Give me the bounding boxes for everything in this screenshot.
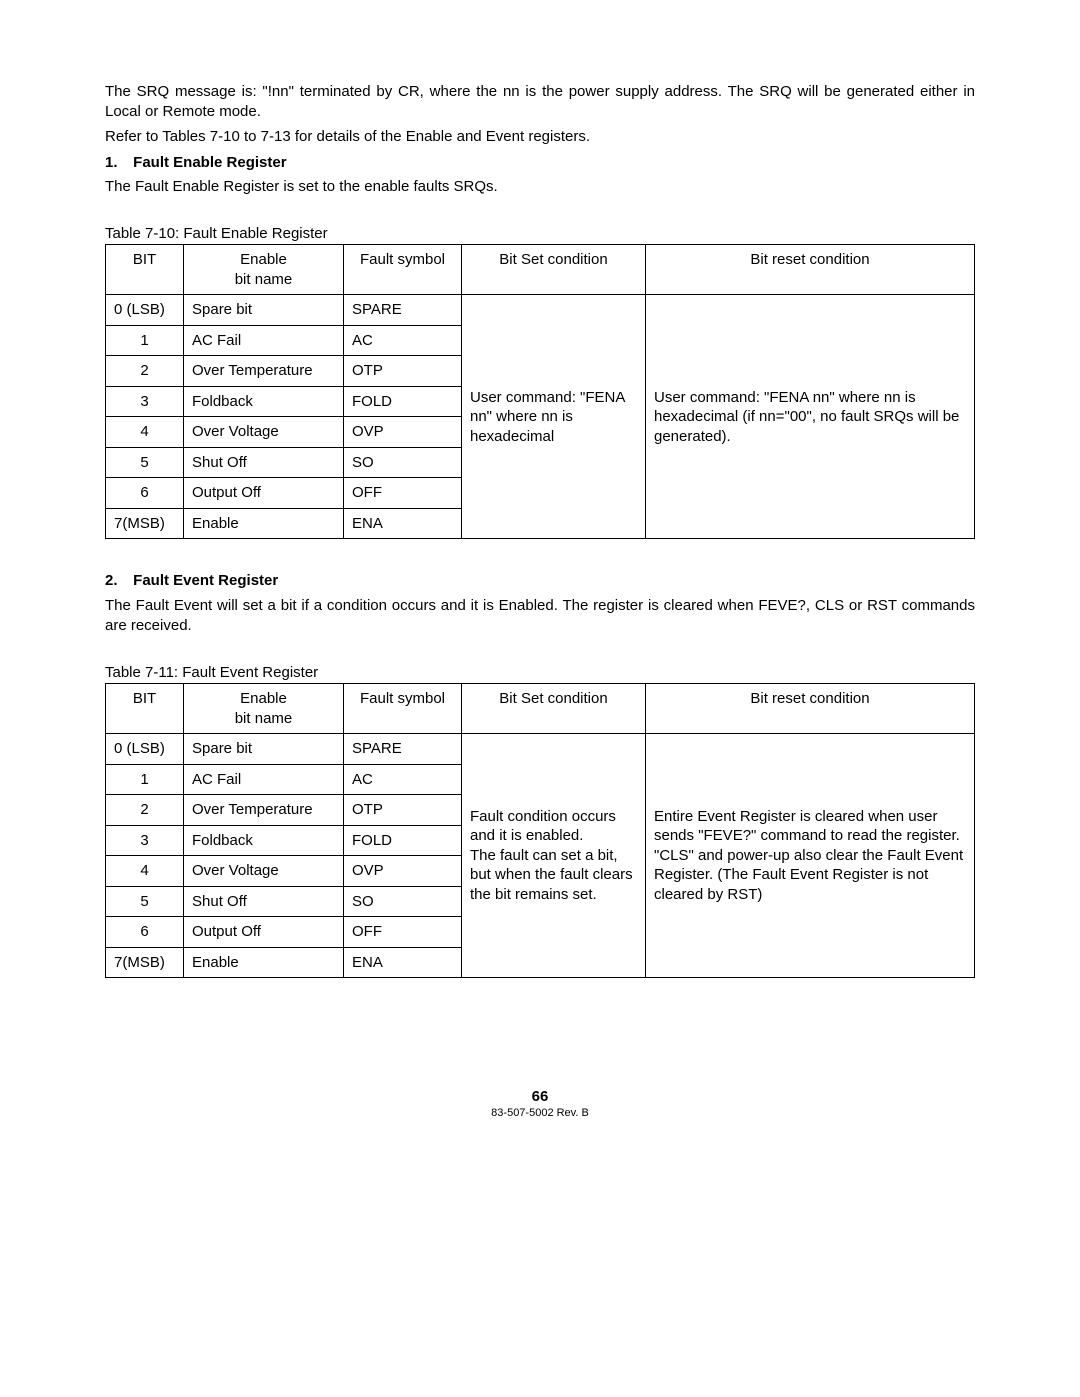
cell-name: Spare bit <box>184 295 344 326</box>
sec2-title: Fault Event Register <box>133 572 278 589</box>
table-row: 0 (LSB) Spare bit SPARE Fault condition … <box>106 734 975 765</box>
cell-bit: 3 <box>106 825 184 856</box>
sec2-desc: The Fault Event will set a bit if a cond… <box>105 596 975 637</box>
page-content: The SRQ message is: "!nn" terminated by … <box>0 0 1080 1159</box>
cell-sym: AC <box>344 325 462 356</box>
cell-name: Over Temperature <box>184 356 344 387</box>
cell-name: Over Voltage <box>184 417 344 448</box>
cell-bit: 3 <box>106 386 184 417</box>
cell-bit: 5 <box>106 447 184 478</box>
cell-sym: ENA <box>344 508 462 539</box>
hdr-bit: BIT <box>106 684 184 734</box>
table-row: 0 (LSB) Spare bit SPARE User command: "F… <box>106 295 975 326</box>
cell-bit: 6 <box>106 478 184 509</box>
cell-name: Enable <box>184 508 344 539</box>
hdr-set: Bit Set condition <box>462 684 646 734</box>
section1-heading: 1. Fault Enable Register <box>105 153 975 173</box>
cell-sym: ENA <box>344 947 462 978</box>
hdr-sym: Fault symbol <box>344 684 462 734</box>
section2-heading: 2. Fault Event Register <box>105 571 975 591</box>
cell-sym: SPARE <box>344 295 462 326</box>
cell-name: Over Temperature <box>184 795 344 826</box>
cell-sym: OTP <box>344 356 462 387</box>
cell-bit: 4 <box>106 417 184 448</box>
cell-sym: OVP <box>344 417 462 448</box>
hdr-name-l1: Enable <box>240 690 287 707</box>
intro-p1: The SRQ message is: "!nn" terminated by … <box>105 82 975 123</box>
cell-name: Shut Off <box>184 447 344 478</box>
cell-name: Output Off <box>184 917 344 948</box>
cell-set-merged: Fault condition occurs and it is enabled… <box>462 734 646 978</box>
cell-set-merged: User command: "FENA nn" where nn is hexa… <box>462 295 646 539</box>
sec1-num: 1. <box>105 153 129 173</box>
cell-sym: FOLD <box>344 825 462 856</box>
cell-reset-merged: Entire Event Register is cleared when us… <box>646 734 975 978</box>
cell-bit: 2 <box>106 795 184 826</box>
cell-reset-merged: User command: "FENA nn" where nn is hexa… <box>646 295 975 539</box>
cell-bit: 0 (LSB) <box>106 295 184 326</box>
hdr-bit: BIT <box>106 245 184 295</box>
cell-bit: 0 (LSB) <box>106 734 184 765</box>
cell-bit: 1 <box>106 325 184 356</box>
cell-sym: SPARE <box>344 734 462 765</box>
hdr-name-l1: Enable <box>240 251 287 268</box>
table-header-row: BIT Enable bit name Fault symbol Bit Set… <box>106 684 975 734</box>
hdr-name-l2: bit name <box>235 710 293 727</box>
cell-name: Over Voltage <box>184 856 344 887</box>
cell-bit: 6 <box>106 917 184 948</box>
cell-sym: SO <box>344 447 462 478</box>
cell-bit: 5 <box>106 886 184 917</box>
hdr-set: Bit Set condition <box>462 245 646 295</box>
table-header-row: BIT Enable bit name Fault symbol Bit Set… <box>106 245 975 295</box>
page-footer: 66 83-507-5002 Rev. B <box>105 1088 975 1119</box>
cell-bit: 7(MSB) <box>106 947 184 978</box>
table-fault-event: BIT Enable bit name Fault symbol Bit Set… <box>105 683 975 978</box>
cell-name: Shut Off <box>184 886 344 917</box>
cell-bit: 1 <box>106 764 184 795</box>
doc-rev: 83-507-5002 Rev. B <box>105 1107 975 1119</box>
cell-name: Output Off <box>184 478 344 509</box>
cell-name: Spare bit <box>184 734 344 765</box>
hdr-name-l2: bit name <box>235 271 293 288</box>
sec1-title: Fault Enable Register <box>133 154 286 171</box>
sec2-num: 2. <box>105 571 129 591</box>
cell-sym: OVP <box>344 856 462 887</box>
cell-sym: OTP <box>344 795 462 826</box>
cell-sym: SO <box>344 886 462 917</box>
cell-name: Foldback <box>184 825 344 856</box>
table2-caption: Table 7-11: Fault Event Register <box>105 664 975 681</box>
cell-sym: AC <box>344 764 462 795</box>
cell-sym: OFF <box>344 478 462 509</box>
hdr-name: Enable bit name <box>184 684 344 734</box>
cell-name: AC Fail <box>184 764 344 795</box>
hdr-name: Enable bit name <box>184 245 344 295</box>
hdr-sym: Fault symbol <box>344 245 462 295</box>
cell-sym: OFF <box>344 917 462 948</box>
table-fault-enable: BIT Enable bit name Fault symbol Bit Set… <box>105 244 975 539</box>
hdr-reset: Bit reset condition <box>646 684 975 734</box>
cell-bit: 4 <box>106 856 184 887</box>
table1-caption: Table 7-10: Fault Enable Register <box>105 225 975 242</box>
cell-name: AC Fail <box>184 325 344 356</box>
cell-name: Foldback <box>184 386 344 417</box>
hdr-reset: Bit reset condition <box>646 245 975 295</box>
cell-bit: 2 <box>106 356 184 387</box>
page-number: 66 <box>105 1088 975 1105</box>
cell-bit: 7(MSB) <box>106 508 184 539</box>
sec1-desc: The Fault Enable Register is set to the … <box>105 177 975 197</box>
intro-p2: Refer to Tables 7-10 to 7-13 for details… <box>105 127 975 147</box>
cell-name: Enable <box>184 947 344 978</box>
cell-sym: FOLD <box>344 386 462 417</box>
